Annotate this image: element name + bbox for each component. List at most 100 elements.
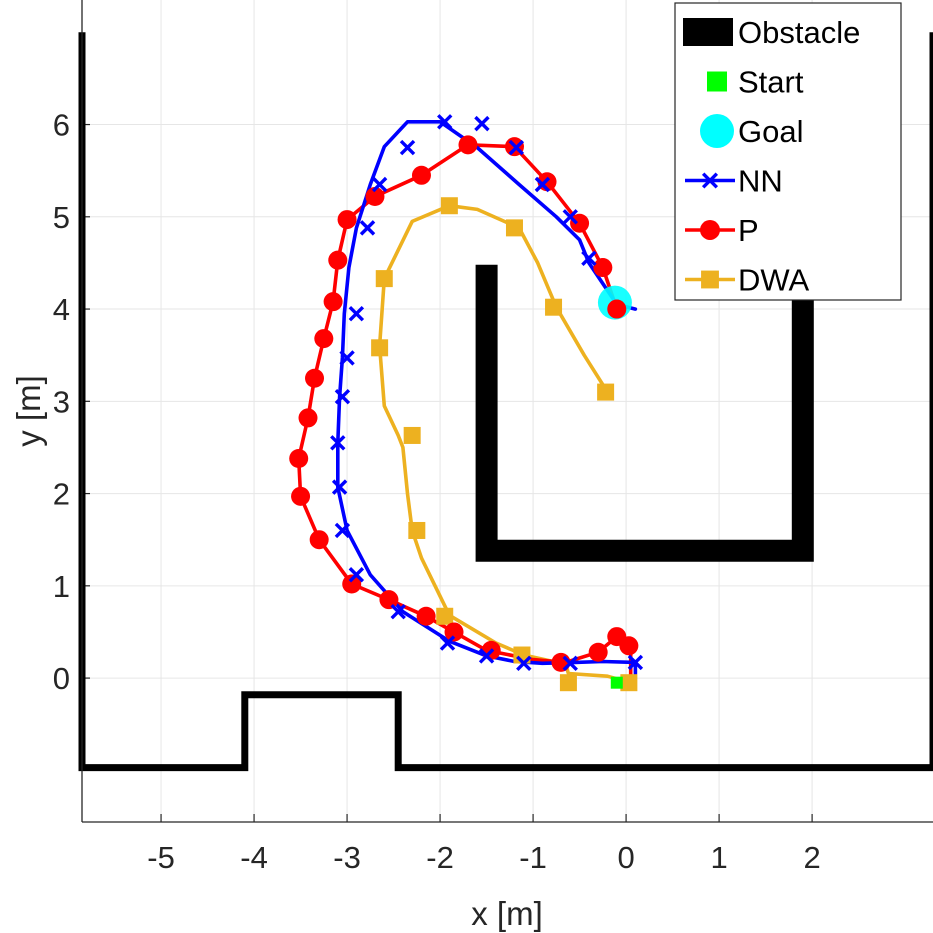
- marker-DWA: [375, 270, 393, 288]
- legend-label: Obstacle: [738, 15, 860, 50]
- x-marker-stroke: [439, 635, 456, 651]
- marker-NN: [348, 567, 365, 583]
- marker-P: [458, 135, 478, 155]
- marker-DWA: [408, 521, 426, 539]
- x-marker-stroke: [359, 220, 376, 236]
- x-tick-label: 0: [617, 840, 634, 875]
- y-tick-label: 2: [53, 477, 70, 512]
- marker-DWA: [505, 219, 523, 237]
- marker-P: [309, 530, 329, 550]
- legend-symbol-start: [707, 71, 727, 92]
- x-marker-stroke: [371, 176, 388, 193]
- marker-NN: [627, 654, 644, 671]
- y-tick-labels: 0 1 2 3 4 5 6: [53, 108, 70, 697]
- marker-DWA: [545, 298, 563, 316]
- marker-P: [323, 292, 343, 312]
- marker-P: [416, 606, 436, 626]
- y-tick-label: 0: [53, 661, 70, 696]
- marker-P: [305, 368, 325, 388]
- y-tick-label: 3: [53, 384, 70, 419]
- legend-marker-NN: [701, 172, 719, 189]
- legend-symbol-goal: [700, 114, 734, 148]
- marker-P: [593, 258, 613, 278]
- series-line-DWA: [377, 203, 633, 685]
- marker-NN: [439, 635, 456, 651]
- marker-NN: [359, 220, 376, 236]
- legend-item-p: P: [685, 213, 759, 248]
- x-marker-stroke: [508, 139, 525, 156]
- axes-frame: [81, 0, 933, 823]
- legend-item-start: Start: [707, 65, 804, 100]
- x-marker-stroke: [399, 139, 416, 156]
- marker-NN: [348, 305, 365, 322]
- marker-P: [337, 210, 357, 230]
- marker-P: [314, 329, 334, 349]
- y-tick-label: 6: [53, 108, 70, 143]
- x-marker-stroke: [339, 350, 355, 366]
- marker-NN: [478, 648, 495, 664]
- marker-NN: [334, 522, 351, 539]
- marker-DWA: [559, 674, 577, 692]
- legend-marker-DWA: [701, 270, 719, 289]
- x-marker-stroke: [348, 567, 365, 583]
- start-marker: [610, 676, 623, 689]
- x-marker-stroke: [478, 648, 495, 664]
- marker-DWA: [403, 426, 421, 444]
- x-marker-stroke: [516, 655, 532, 672]
- x-tick-label: 2: [803, 840, 820, 875]
- marker-NN: [399, 139, 416, 156]
- marker-NN: [581, 250, 597, 267]
- marker-NN: [331, 479, 348, 495]
- marker-DWA: [620, 674, 638, 692]
- marker-P: [289, 449, 309, 469]
- x-marker-stroke: [534, 176, 551, 193]
- x-marker-stroke: [474, 115, 490, 132]
- marker-NN: [371, 176, 388, 193]
- series-line-P: [296, 143, 633, 685]
- marker-P: [379, 590, 399, 610]
- marker-NN: [562, 209, 578, 225]
- goal-endpoint-P: [607, 299, 627, 319]
- start-goal-markers: [597, 285, 632, 689]
- x-marker-stroke: [562, 209, 578, 225]
- path-markers: [289, 114, 644, 692]
- legend-item-dwa: DWA: [685, 263, 809, 298]
- obstacle-u-obstacle: [475, 264, 814, 562]
- marker-P: [365, 187, 385, 207]
- marker-P: [588, 642, 608, 662]
- x-tick-label: 1: [710, 840, 727, 875]
- y-axis-label: y [m]: [10, 375, 47, 447]
- x-tick-labels: -5 -4 -3 -2 -1 0 1 2: [147, 840, 820, 875]
- x-marker-stroke: [701, 172, 719, 189]
- x-tick-label: -1: [519, 840, 547, 875]
- marker-NN: [474, 115, 490, 132]
- marker-NN: [534, 176, 551, 193]
- y-tick-label: 5: [53, 200, 70, 235]
- x-tick-label: -2: [426, 840, 454, 875]
- x-tick-label: -4: [240, 840, 268, 875]
- obstacle-bottom-wall: [78, 32, 933, 772]
- obstacles: [78, 32, 933, 772]
- legend-label: DWA: [738, 263, 809, 298]
- x-tick-label: -3: [333, 840, 361, 875]
- marker-NN: [330, 435, 346, 451]
- marker-NN: [334, 388, 351, 405]
- marker-NN: [508, 139, 525, 156]
- marker-P: [444, 622, 464, 642]
- legend-label: Start: [738, 65, 804, 100]
- legend-item-obstacle: Obstacle: [683, 15, 860, 50]
- x-marker-stroke: [331, 479, 348, 495]
- legend-label: NN: [738, 164, 783, 199]
- marker-NN: [390, 603, 406, 620]
- marker-P: [291, 486, 311, 506]
- x-marker-stroke: [562, 655, 578, 672]
- legend-box: [674, 2, 902, 301]
- x-marker-stroke: [390, 603, 406, 620]
- marker-DWA: [436, 607, 454, 625]
- marker-NN: [339, 350, 355, 366]
- x-marker-stroke: [437, 114, 453, 130]
- marker-NN: [562, 655, 578, 672]
- x-marker-stroke: [334, 522, 351, 539]
- marker-NN: [437, 114, 453, 130]
